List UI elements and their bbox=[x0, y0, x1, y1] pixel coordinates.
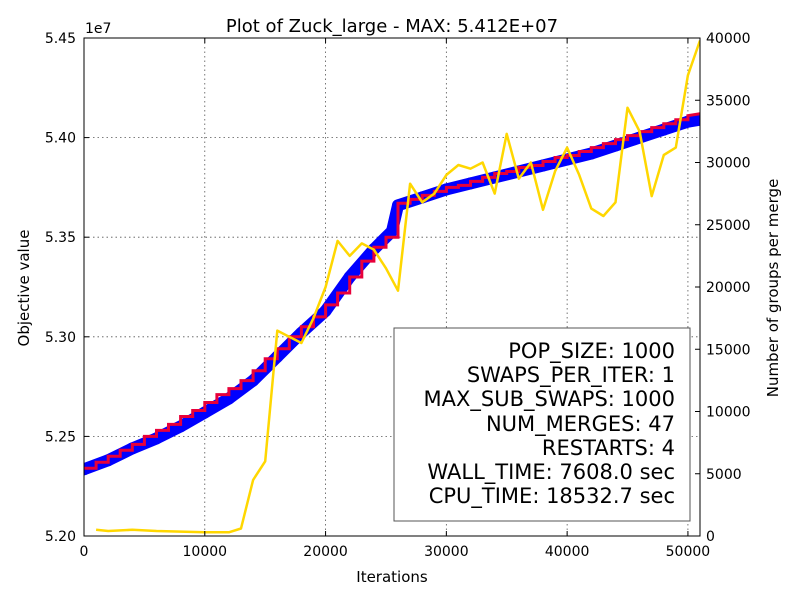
x-tick-label: 10000 bbox=[183, 544, 228, 560]
y-tick-label: 5.20 bbox=[45, 529, 76, 545]
x-tick-label: 20000 bbox=[303, 544, 348, 560]
y2-tick-label: 15000 bbox=[706, 342, 751, 358]
y2-tick-label: 30000 bbox=[706, 156, 751, 172]
y2-tick-label: 40000 bbox=[706, 31, 751, 47]
stats-annotation-frame bbox=[393, 327, 691, 522]
stat-restarts: RESTARTS: 4 bbox=[542, 436, 675, 460]
chart-title: Plot of Zuck_large - MAX: 5.412E+07 bbox=[226, 16, 558, 37]
y-tick-label: 5.45 bbox=[45, 31, 76, 47]
y-tick-label: 5.25 bbox=[45, 429, 76, 445]
population-point bbox=[694, 113, 700, 126]
stat-swaps-per-iter: SWAPS_PER_ITER: 1 bbox=[467, 363, 675, 388]
x-axis-label: Iterations bbox=[356, 568, 428, 586]
y2-tick-label: 25000 bbox=[706, 218, 751, 234]
y2-tick-label: 10000 bbox=[706, 405, 751, 421]
stat-wall-time: WALL_TIME: 7608.0 sec bbox=[427, 460, 675, 485]
y-tick-label: 5.30 bbox=[45, 330, 76, 346]
stat-cpu-time: CPU_TIME: 18532.7 sec bbox=[429, 484, 675, 509]
series-groups-per-merge bbox=[95, 40, 700, 534]
y-tick-label: 5.40 bbox=[45, 131, 76, 147]
axis-ticks: 0 10000 20000 30000 40000 500005.205.255.305.… bbox=[45, 31, 751, 560]
y-axis-label: Objective value bbox=[15, 230, 33, 347]
stats-annotation-box: POP_SIZE: 1000 SWAPS_PER_ITER: 1 MAX_SUB… bbox=[393, 327, 691, 522]
series-population-band bbox=[84, 113, 700, 476]
y2-tick-label: 20000 bbox=[706, 280, 751, 296]
series-best-objective-step bbox=[84, 112, 700, 470]
x-tick-label: 0 bbox=[80, 544, 89, 560]
stat-pop-size: POP_SIZE: 1000 bbox=[508, 339, 675, 364]
y-tick-label: 5.35 bbox=[45, 230, 76, 246]
x-tick-label: 30000 bbox=[424, 544, 469, 560]
stat-num-merges: NUM_MERGES: 47 bbox=[486, 412, 675, 437]
plot-series bbox=[84, 40, 700, 534]
y2-tick-label: 35000 bbox=[706, 93, 751, 109]
y-offset-label: 1e7 bbox=[85, 21, 111, 37]
population-point bbox=[386, 225, 398, 238]
y2-axis-label: Number of groups per merge bbox=[764, 179, 782, 398]
x-tick-label: 50000 bbox=[666, 544, 711, 560]
stat-max-sub-swaps: MAX_SUB_SWAPS: 1000 bbox=[424, 387, 675, 412]
x-tick-label: 40000 bbox=[545, 544, 590, 560]
y2-tick-label: 5000 bbox=[706, 467, 742, 483]
y2-tick-label: 0 bbox=[706, 529, 715, 545]
